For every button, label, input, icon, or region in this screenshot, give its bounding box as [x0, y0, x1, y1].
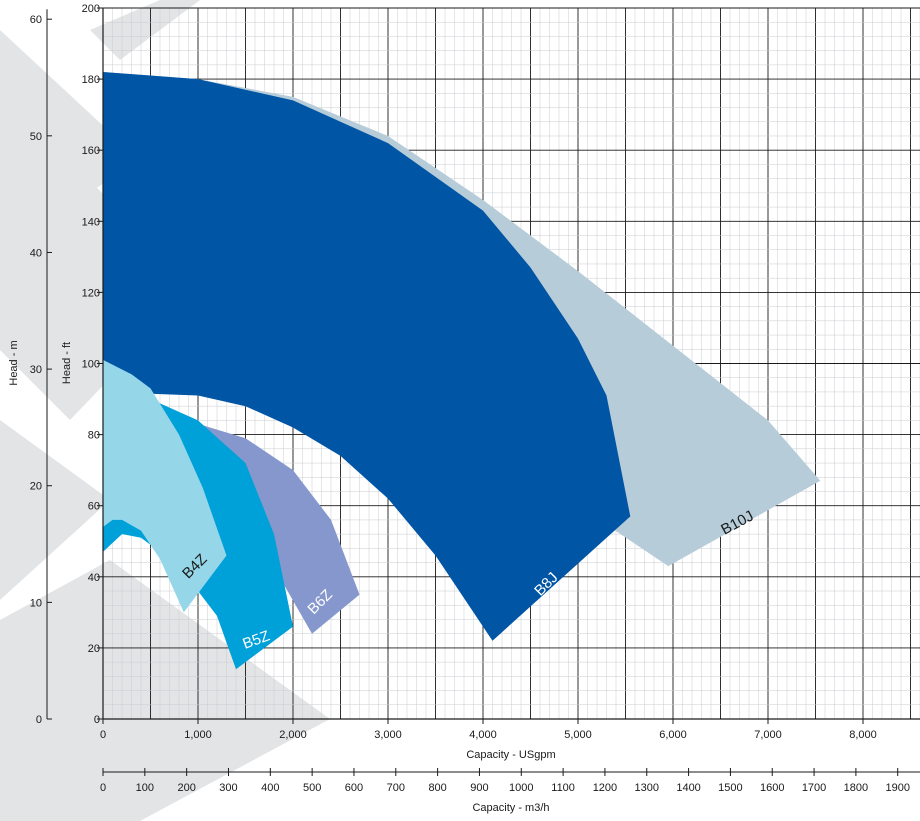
y2-tick-label: 40: [30, 247, 42, 259]
y-tick-label: 20: [88, 643, 100, 655]
x2-tick-label: 1800: [844, 782, 868, 794]
x-tick-label: 5,000: [564, 729, 592, 741]
x2-tick-label: 100: [136, 782, 154, 794]
y-axis-title: Head - ft: [61, 342, 73, 384]
y-tick-label: 80: [88, 430, 100, 442]
x2-tick-label: 1900: [885, 782, 909, 794]
y-tick-label: 180: [82, 74, 100, 86]
y-tick-label: 200: [82, 3, 100, 15]
x-tick-label: 3,000: [374, 729, 402, 741]
x-tick-label: 1,000: [184, 729, 212, 741]
y2-tick-label: 10: [30, 597, 42, 609]
x2-tick-label: 1600: [760, 782, 784, 794]
x2-tick-label: 200: [177, 782, 195, 794]
y-tick-label: 160: [82, 145, 100, 157]
series-area-b8j: [103, 72, 631, 641]
y-tick-label: 40: [88, 572, 100, 584]
x-tick-label: 8,000: [849, 729, 877, 741]
x2-tick-label: 400: [261, 782, 279, 794]
x2-tick-label: 1500: [718, 782, 742, 794]
chevron-decoration: [90, 0, 200, 60]
x2-tick-label: 1000: [509, 782, 533, 794]
x2-tick-label: 600: [345, 782, 363, 794]
x2-tick-label: 500: [303, 782, 321, 794]
x2-tick-label: 1700: [802, 782, 826, 794]
series-area-b4z: [103, 359, 227, 613]
y2-tick-label: 50: [30, 131, 42, 143]
y-tick-label: 140: [82, 216, 100, 228]
x-tick-label: 4,000: [469, 729, 497, 741]
x-tick-label: 0: [100, 729, 106, 741]
y2-axis-title: Head - m: [8, 340, 20, 385]
y2-tick-label: 30: [30, 364, 42, 376]
y2-tick-label: 20: [30, 481, 42, 493]
x2-tick-label: 1300: [635, 782, 659, 794]
x2-axis-title: Capacity - m3/h: [472, 802, 549, 814]
x2-tick-label: 1400: [676, 782, 700, 794]
y2-tick-label: 60: [30, 14, 42, 26]
chevron-decoration: [0, 420, 110, 600]
y-tick-label: 100: [82, 359, 100, 371]
x2-tick-label: 800: [428, 782, 446, 794]
x2-tick-label: 0: [100, 782, 106, 794]
x2-tick-label: 1200: [593, 782, 617, 794]
y-tick-label: 60: [88, 501, 100, 513]
chevron-decoration: [0, 30, 140, 250]
y2-tick-label: 0: [36, 714, 42, 726]
chevron-decoration: [0, 170, 195, 420]
series-layer: [103, 72, 821, 670]
x-tick-label: 7,000: [754, 729, 782, 741]
x2-tick-label: 1100: [551, 782, 575, 794]
x-tick-label: 6,000: [659, 729, 687, 741]
x2-tick-label: 300: [219, 782, 237, 794]
x-axis-title: Capacity - USgpm: [466, 749, 555, 761]
x2-tick-label: 900: [470, 782, 488, 794]
x-tick-label: 2,000: [279, 729, 307, 741]
x2-tick-label: 700: [387, 782, 405, 794]
y-tick-label: 0: [94, 714, 100, 726]
y-tick-label: 120: [82, 287, 100, 299]
